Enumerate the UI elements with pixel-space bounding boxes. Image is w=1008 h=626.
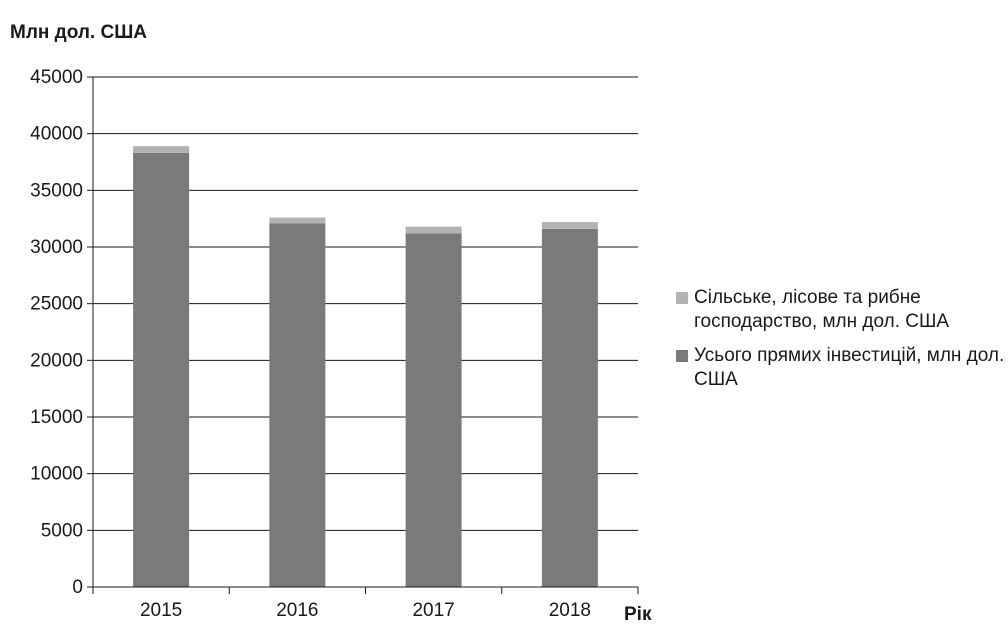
x-tick-label-2015: 2015 xyxy=(140,600,182,621)
y-tick-label-20000: 20000 xyxy=(30,350,83,371)
y-axis-title: Млн дол. США xyxy=(10,22,147,43)
legend: Сільське, лісове та рибне господарство, … xyxy=(676,286,1006,402)
bar-agriculture-2017 xyxy=(405,226,462,234)
bar-total-2018 xyxy=(541,228,598,587)
y-tick-label-30000: 30000 xyxy=(30,237,83,258)
y-tick-label-5000: 5000 xyxy=(41,520,83,541)
bar-total-2017 xyxy=(405,233,462,587)
y-tick-label-35000: 35000 xyxy=(30,180,83,201)
legend-label-agriculture: Сільське, лісове та рибне господарство, … xyxy=(694,287,950,332)
bar-agriculture-2016 xyxy=(269,217,326,224)
y-tick-label-45000: 45000 xyxy=(30,67,83,88)
y-tick-label-15000: 15000 xyxy=(30,407,83,428)
y-tick-label-40000: 40000 xyxy=(30,124,83,145)
legend-item-agriculture: Сільське, лісове та рибне господарство, … xyxy=(676,286,1006,334)
legend-swatch-agriculture xyxy=(676,292,688,304)
axes xyxy=(87,76,639,594)
bar-total-2015 xyxy=(133,152,190,587)
bars xyxy=(133,146,598,587)
bar-agriculture-2018 xyxy=(541,222,598,229)
x-tick-label-2017: 2017 xyxy=(412,600,454,621)
tick-labels: 0 5000 10000 15000 20000 25000 30000 35000 40000… xyxy=(30,67,591,621)
x-axis-title: Рік xyxy=(624,604,652,625)
y-tick-label-25000: 25000 xyxy=(30,294,83,315)
bar-total-2016 xyxy=(269,223,326,587)
y-tick-label-0: 0 xyxy=(72,577,83,598)
x-tick-label-2018: 2018 xyxy=(549,600,591,621)
y-tick-label-10000: 10000 xyxy=(30,464,83,485)
bar-agriculture-2015 xyxy=(133,146,190,153)
legend-swatch-total-investment xyxy=(676,350,688,362)
legend-item-total-investment: Усього прямих інвестицій, млн дол. США xyxy=(676,344,1006,392)
legend-label-total-investment: Усього прямих інвестицій, млн дол. США xyxy=(694,345,1005,390)
x-tick-label-2016: 2016 xyxy=(276,600,318,621)
